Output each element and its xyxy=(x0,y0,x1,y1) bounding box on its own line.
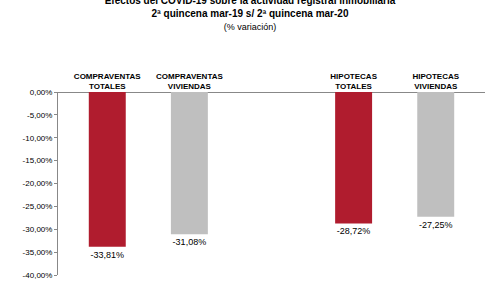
svg-text:-35,00%: -35,00% xyxy=(23,248,53,257)
svg-text:-28,72%: -28,72% xyxy=(337,226,371,236)
svg-text:COMPRAVENTASVIVIENDAS: COMPRAVENTASVIVIENDAS xyxy=(156,72,223,91)
svg-text:HIPOTECASTOTALES: HIPOTECASTOTALES xyxy=(330,72,377,91)
svg-text:-30,00%: -30,00% xyxy=(23,225,53,234)
svg-text:-15,00%: -15,00% xyxy=(23,156,53,165)
svg-text:-10,00%: -10,00% xyxy=(23,134,53,143)
svg-text:-5,00%: -5,00% xyxy=(27,111,52,120)
svg-text:COMPRAVENTASTOTALES: COMPRAVENTASTOTALES xyxy=(74,72,141,91)
svg-text:-31,08%: -31,08% xyxy=(173,237,207,247)
svg-text:-27,25%: -27,25% xyxy=(419,220,453,230)
svg-text:0,00%: 0,00% xyxy=(30,88,53,97)
svg-text:-33,81%: -33,81% xyxy=(91,250,125,260)
svg-text:Efectos del COVID-19 sobre la: Efectos del COVID-19 sobre la actividad … xyxy=(105,0,396,32)
svg-text:-40,00%: -40,00% xyxy=(23,271,53,280)
svg-text:HIPOTECASVIVIENDAS: HIPOTECASVIVIENDAS xyxy=(412,72,459,91)
svg-text:-20,00%: -20,00% xyxy=(23,179,53,188)
svg-text:-25,00%: -25,00% xyxy=(23,202,53,211)
